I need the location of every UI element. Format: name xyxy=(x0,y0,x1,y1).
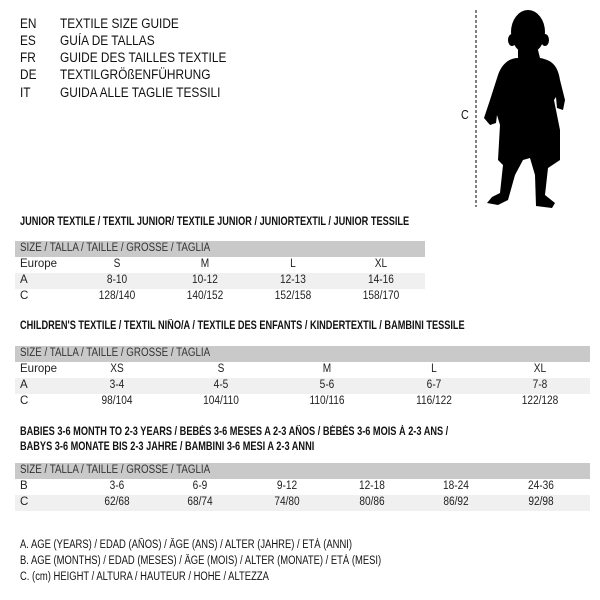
row-label: B xyxy=(20,480,28,492)
table-cell: M xyxy=(200,258,210,270)
table-cell: 74/80 xyxy=(274,496,300,508)
table-cell: XS xyxy=(110,363,124,375)
table-cell: 12-13 xyxy=(280,274,306,286)
lang-code: FR xyxy=(20,50,36,65)
table-cell: 140/152 xyxy=(186,290,224,302)
table-cell: L xyxy=(290,258,296,270)
table-cell: 6-9 xyxy=(192,480,208,492)
children-size-table: SIZE / TALLA / TAILLE / GRÖSSE / TAGLIA E… xyxy=(15,346,590,410)
table-cell: M xyxy=(322,363,332,375)
table-cell: 3-6 xyxy=(109,480,125,492)
lang-title: GUIDA ALLE TAGLIE TESSILI xyxy=(60,85,221,100)
table-row: A 3-4 4-5 5-6 6-7 7-8 xyxy=(15,378,590,394)
table-cell: 62/68 xyxy=(104,496,130,508)
row-label: A xyxy=(20,379,28,391)
table-cell: 128/140 xyxy=(98,290,136,302)
junior-size-table: SIZE / TALLA / TAILLE / GRÖSSE / TAGLIA E… xyxy=(15,241,425,305)
silhouette-head xyxy=(511,10,545,54)
row-label: Europe xyxy=(20,363,58,375)
table-cell: 14-16 xyxy=(368,274,394,286)
row-label: A xyxy=(20,274,28,286)
table-cell: 18-24 xyxy=(443,480,469,492)
table-cell: 110/116 xyxy=(309,395,345,407)
table-cell: 92/98 xyxy=(528,496,554,508)
table-row: C 62/68 68/74 74/80 80/86 86/92 92/98 xyxy=(15,495,590,511)
table-cell: 8-10 xyxy=(106,274,128,286)
height-label: C xyxy=(461,108,469,122)
babies-title-line1: BABIES 3-6 MONTH TO 2-3 YEARS / BEBÉS 3-… xyxy=(20,426,449,438)
table-row: Europe XS S M L XL xyxy=(15,362,590,378)
table-cell: XL xyxy=(533,363,547,375)
table-cell: 104/110 xyxy=(203,395,239,407)
lang-title: GUIDE DES TAILLES TEXTILE xyxy=(60,50,227,65)
table-row: A 8-10 10-12 12-13 14-16 xyxy=(15,273,425,289)
lang-code: IT xyxy=(20,85,31,100)
table-cell: 80/86 xyxy=(359,496,385,508)
junior-title: JUNIOR TEXTILE / TEXTIL JUNIOR/ TEXTILE … xyxy=(20,216,410,228)
table-row: C 128/140 140/152 152/158 158/170 xyxy=(15,289,425,305)
table-cell: 98/104 xyxy=(101,395,133,407)
size-header-row: SIZE / TALLA / TAILLE / GRÖSSE / TAGLIA xyxy=(15,346,590,362)
lang-title: TEXTILGRÖßENFÜHRUNG xyxy=(60,67,211,82)
table-cell: 158/170 xyxy=(362,290,400,302)
silhouette-body xyxy=(484,50,565,208)
table-cell: S xyxy=(113,258,121,270)
size-header: SIZE / TALLA / TAILLE / GRÖSSE / TAGLIA xyxy=(20,464,211,476)
table-row: B 3-6 6-9 9-12 12-18 18-24 24-36 xyxy=(15,479,590,495)
table-cell: XL xyxy=(374,258,388,270)
table-row: Europe S M L XL xyxy=(15,257,425,273)
child-silhouette-icon xyxy=(475,10,565,208)
size-header-row: SIZE / TALLA / TAILLE / GRÖSSE / TAGLIA xyxy=(15,463,590,479)
table-cell: 3-4 xyxy=(109,379,125,391)
lang-code: EN xyxy=(20,16,37,31)
table-cell: 86/92 xyxy=(443,496,469,508)
size-header: SIZE / TALLA / TAILLE / GRÖSSE / TAGLIA xyxy=(20,242,211,254)
row-label: Europe xyxy=(20,258,58,270)
table-row: C 98/104 104/110 110/116 116/122 122/128 xyxy=(15,394,590,410)
table-cell: 152/158 xyxy=(274,290,312,302)
row-label: C xyxy=(20,496,29,508)
legend-c: C. (cm) HEIGHT / ALTURA / HAUTEUR / HÖHE… xyxy=(20,571,269,583)
table-cell: 9-12 xyxy=(276,480,298,492)
table-cell: 116/122 xyxy=(416,395,452,407)
table-cell: S xyxy=(217,363,225,375)
size-header-row: SIZE / TALLA / TAILLE / GRÖSSE / TAGLIA xyxy=(15,241,425,257)
table-cell: 24-36 xyxy=(528,480,554,492)
row-label: C xyxy=(20,395,29,407)
table-cell: 122/128 xyxy=(521,395,559,407)
legend-a: A. AGE (YEARS) / EDAD (AÑOS) / ÂGE (ANS)… xyxy=(20,539,353,551)
babies-size-table: SIZE / TALLA / TAILLE / GRÖSSE / TAGLIA B… xyxy=(15,463,590,511)
table-cell: 7-8 xyxy=(532,379,548,391)
table-cell: L xyxy=(431,363,437,375)
table-cell: 12-18 xyxy=(359,480,385,492)
table-cell: 5-6 xyxy=(319,379,335,391)
babies-title-line2: BABYS 3-6 MONATE BIS 2-3 JAHRE / BAMBINI… xyxy=(20,441,315,453)
lang-title: TEXTILE SIZE GUIDE xyxy=(60,16,179,31)
table-cell: 4-5 xyxy=(213,379,229,391)
size-header: SIZE / TALLA / TAILLE / GRÖSSE / TAGLIA xyxy=(20,347,211,359)
table-cell: 10-12 xyxy=(192,274,218,286)
table-cell: 68/74 xyxy=(187,496,213,508)
legend-b: B. AGE (MONTHS) / EDAD (MESES) / ÂGE (MO… xyxy=(20,555,382,567)
row-label: C xyxy=(20,290,29,302)
lang-title: GUÍA DE TALLAS xyxy=(60,33,155,48)
table-cell: 6-7 xyxy=(426,379,442,391)
lang-code: DE xyxy=(20,67,37,82)
lang-code: ES xyxy=(20,33,36,48)
children-title: CHILDREN'S TEXTILE / TEXTIL NIÑO/A / TEX… xyxy=(20,320,465,332)
